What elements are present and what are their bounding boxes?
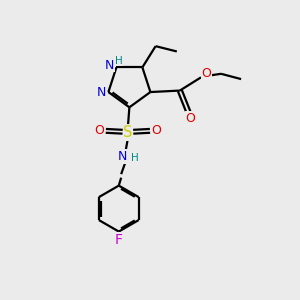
Text: H: H (130, 153, 138, 163)
Text: F: F (115, 233, 123, 247)
Text: N: N (105, 58, 115, 71)
Text: N: N (117, 150, 127, 163)
Text: O: O (201, 67, 211, 80)
Text: N: N (97, 85, 106, 98)
Text: H: H (115, 56, 122, 66)
Text: O: O (94, 124, 104, 137)
Text: S: S (123, 125, 133, 140)
Text: O: O (152, 124, 161, 137)
Text: O: O (185, 112, 195, 125)
